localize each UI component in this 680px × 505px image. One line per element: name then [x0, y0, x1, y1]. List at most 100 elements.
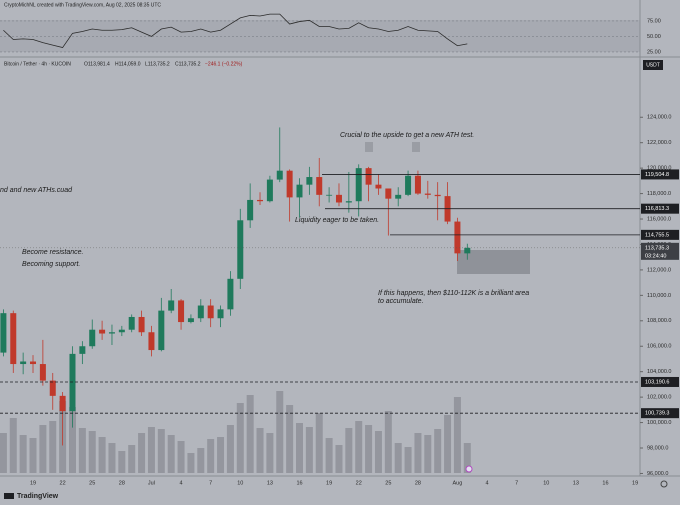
candle-body	[30, 361, 37, 365]
annotation: nd and new ATHs.cuad	[0, 187, 73, 194]
x-tick-label: 28	[119, 480, 125, 486]
volume-bar	[157, 429, 165, 473]
candle-body	[207, 305, 214, 319]
x-tick-label: 7	[209, 480, 212, 486]
candle-body	[118, 329, 125, 333]
credit: CryptoMichNL created with TradingView.co…	[4, 2, 161, 8]
volume-bar	[325, 438, 333, 473]
currency-box	[643, 60, 663, 70]
volume-bar	[118, 451, 126, 473]
candle-body	[217, 309, 224, 319]
x-tick-label: 22	[356, 480, 362, 486]
candle-body	[59, 395, 66, 412]
volume-bar	[197, 448, 205, 473]
candle-body	[39, 364, 46, 381]
volume-bar	[463, 443, 471, 473]
rsi-band	[0, 20, 640, 52]
event-marker[interactable]	[465, 465, 473, 473]
ohlc: L113,735.2	[145, 61, 170, 67]
candle-body	[99, 329, 106, 334]
annotation: Becoming support.	[22, 261, 80, 268]
x-tick-label: 13	[573, 480, 579, 486]
logo	[4, 493, 14, 499]
price-label-box	[641, 229, 679, 240]
candle-body	[286, 170, 293, 198]
candle-body	[49, 380, 56, 396]
candle-body	[385, 188, 392, 199]
y-tick-label: 112,000.0	[647, 267, 671, 273]
candle-body	[89, 329, 96, 347]
settings-icon[interactable]	[660, 480, 668, 488]
candle-body	[395, 194, 402, 199]
x-tick-label: 16	[296, 480, 302, 486]
y-tick-label: 118,000.0	[647, 191, 671, 197]
x-tick-label: 28	[415, 480, 421, 486]
volume-bar	[138, 433, 146, 473]
rsi-tick-label: 25.00	[647, 49, 661, 55]
candle-body	[237, 220, 244, 279]
volume-bar	[444, 415, 452, 473]
price-label-box	[641, 376, 679, 387]
rsi-tick-label: 75.00	[647, 18, 661, 24]
candle-body	[187, 318, 194, 323]
price-label-box	[641, 408, 679, 419]
x-tick-label: 4	[180, 480, 183, 486]
highlight	[412, 142, 420, 152]
rsi-tick-label: 50.00	[647, 34, 661, 40]
volume-bar	[276, 391, 284, 473]
candle-body	[158, 310, 165, 351]
candle-body	[276, 170, 283, 180]
volume-bar	[207, 439, 215, 473]
volume-bar	[167, 435, 175, 473]
volume-bar	[296, 423, 303, 473]
y-tick-label: 116,000.0	[647, 216, 671, 222]
volume-bar	[414, 433, 422, 473]
volume-bar	[217, 437, 225, 473]
annotation: Become resistance.	[22, 249, 84, 256]
y-tick-label: 122,000.0	[647, 140, 671, 146]
last-price-label: 113,735.3	[645, 245, 669, 251]
volume-bar	[246, 395, 254, 473]
volume-bar	[305, 427, 313, 473]
x-tick-label: 19	[30, 480, 36, 486]
candle-body	[178, 300, 185, 323]
x-tick-label: 19	[326, 480, 332, 486]
x-tick-label: 16	[602, 480, 608, 486]
price-label: 114,755.5	[645, 232, 669, 238]
rsi-line	[3, 13, 468, 49]
candle-body	[306, 177, 313, 185]
x-tick-label: 19	[632, 480, 638, 486]
watermark: TradingView	[17, 493, 59, 500]
candle-body	[79, 346, 86, 354]
candle-body	[197, 305, 204, 319]
candle-body	[168, 300, 175, 311]
volume-bar	[355, 421, 363, 473]
candle-body	[296, 184, 303, 198]
volume-bar	[374, 431, 382, 473]
volume-bar	[19, 435, 27, 473]
volume-bar	[177, 441, 185, 473]
candle-body	[138, 316, 145, 333]
accumulation-zone	[457, 250, 530, 274]
volume-bar	[187, 453, 195, 473]
volume-bar	[345, 428, 353, 473]
candle-body	[128, 316, 135, 330]
volume-bar	[88, 431, 96, 473]
volume-bar	[9, 418, 17, 473]
volume-bar	[226, 425, 234, 473]
y-tick-label: 98,000.0	[647, 445, 668, 451]
price-label-box	[641, 203, 679, 214]
volume-bar	[39, 425, 47, 473]
volume-bar	[108, 443, 116, 473]
candle-body	[454, 221, 461, 254]
y-tick-label: 106,000.0	[647, 344, 671, 350]
candle-body	[405, 175, 412, 195]
x-tick-label: 25	[89, 480, 95, 486]
candle-body	[424, 193, 431, 195]
candle-body	[227, 278, 234, 310]
y-tick-label: 102,000.0	[647, 395, 671, 401]
annotation: Liquidity eager to be taken.	[295, 217, 379, 224]
volume-bar	[147, 427, 155, 473]
